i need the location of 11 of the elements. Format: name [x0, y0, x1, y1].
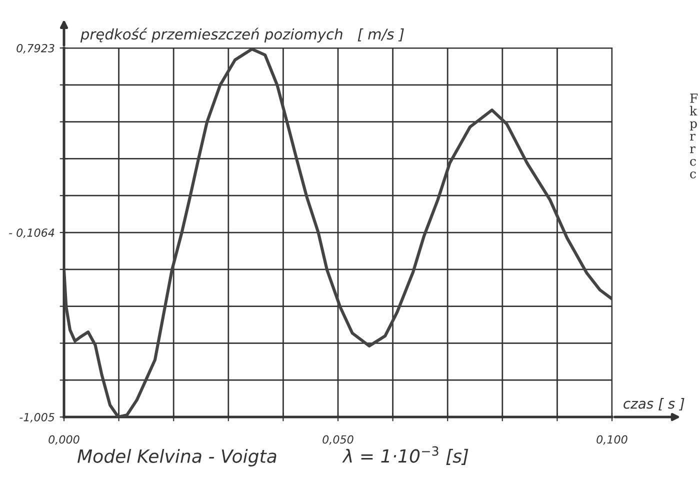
text: λ = 1·10$^{−3}$ [s]	[342, 446, 468, 465]
x-tick-label: 0,050	[322, 435, 354, 445]
text: Model Kelvina - Voigta	[77, 448, 276, 466]
y-tick-label: 0,7923	[16, 44, 54, 54]
y-tick-label: -1,005	[20, 412, 54, 423]
x-tick-label: 0,000	[48, 435, 80, 445]
text: F k p r r c c	[690, 94, 698, 178]
y-tick-label: - 0,1064	[9, 228, 54, 238]
y-axis-title: prędkość przemieszczeń poziomych [ m/s ]	[80, 28, 404, 42]
x-axis-title: czas [ s ]	[624, 398, 684, 410]
x-tick-label: 0,100	[596, 435, 628, 445]
